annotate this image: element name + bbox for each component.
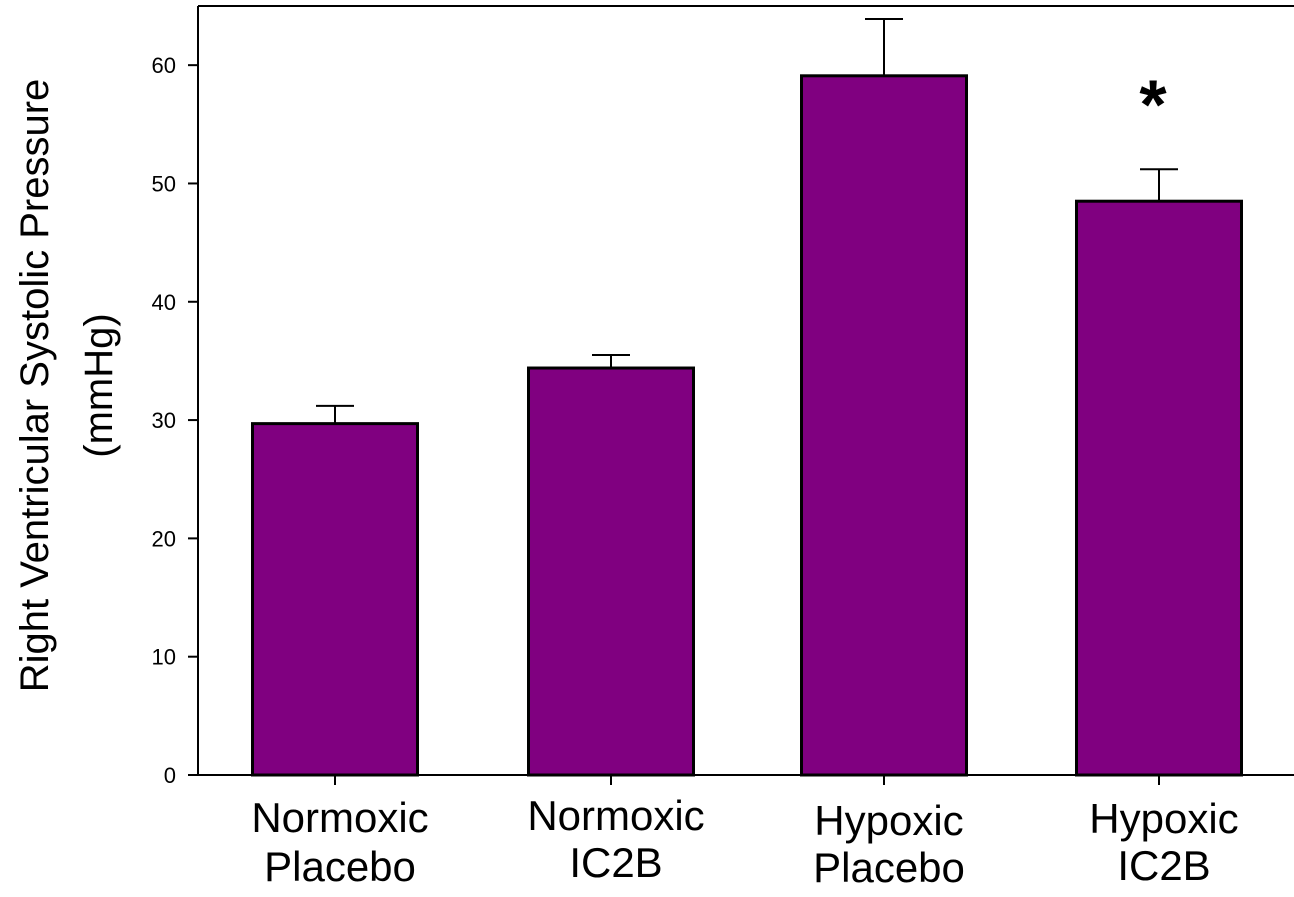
- y-tick-label: 40: [152, 290, 176, 315]
- x-category-label: Placebo: [813, 844, 965, 891]
- bar: [527, 366, 695, 777]
- y-tick-label: 30: [152, 408, 176, 433]
- bar: [800, 74, 968, 777]
- x-category-label: Placebo: [264, 843, 416, 890]
- x-category-label: Normoxic: [251, 794, 428, 841]
- x-category-label: Normoxic: [527, 792, 704, 839]
- bar: [1075, 199, 1243, 777]
- y-tick-label: 60: [152, 53, 176, 78]
- y-axis-label-line2: (mmHg): [77, 313, 121, 457]
- y-tick-label: 20: [152, 526, 176, 551]
- y-tick-label: 10: [152, 645, 176, 670]
- x-categories: NormoxicPlaceboNormoxicIC2BHypoxicPlaceb…: [251, 775, 1239, 891]
- significance-marker: *: [1139, 66, 1167, 144]
- bars: *: [251, 18, 1243, 777]
- y-ticks: 0 10 20 30 40 50 60: [152, 53, 198, 788]
- y-tick-label: 0: [164, 763, 176, 788]
- y-axis-label-line1: Right Ventricular Systolic Pressure: [13, 79, 57, 693]
- y-axis-label: Right Ventricular Systolic Pressure (mmHg…: [13, 79, 121, 693]
- x-category-label: IC2B: [569, 839, 662, 886]
- x-category-label: IC2B: [1117, 842, 1210, 889]
- x-category-label: Hypoxic: [814, 797, 963, 844]
- y-tick-label: 50: [152, 171, 176, 196]
- x-category-label: Hypoxic: [1089, 795, 1238, 842]
- bar: [251, 422, 419, 777]
